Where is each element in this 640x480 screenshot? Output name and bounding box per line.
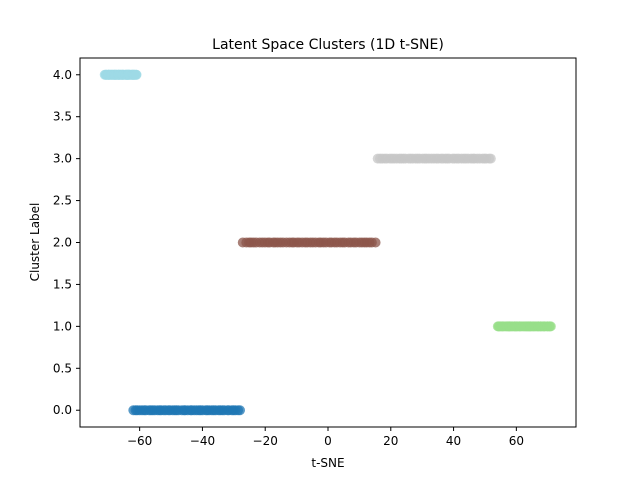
x-tick-label: 20: [383, 434, 398, 448]
scatter-points: [99, 69, 556, 416]
x-axis-label: t-SNE: [311, 456, 344, 470]
cluster-4-point: [131, 69, 142, 80]
cluster-0-point: [234, 405, 245, 416]
x-tick-label: 40: [446, 434, 461, 448]
y-tick-label: 1.5: [53, 277, 72, 291]
y-tick-label: 4.0: [53, 68, 72, 82]
x-tick-label: 60: [509, 434, 524, 448]
cluster-1-point: [545, 321, 556, 332]
x-tick-label: 0: [324, 434, 332, 448]
x-tick-label: −60: [127, 434, 152, 448]
y-tick-label: 2.0: [53, 236, 72, 250]
y-tick-label: 3.0: [53, 152, 72, 166]
x-tick-label: −20: [253, 434, 278, 448]
y-tick-label: 2.5: [53, 194, 72, 208]
cluster-2-point: [370, 237, 381, 248]
y-tick-label: 0.0: [53, 403, 72, 417]
x-axis-ticks: −60 −40 −20 0 20 40 60: [127, 427, 524, 448]
x-tick-label: −40: [190, 434, 215, 448]
y-tick-label: 3.5: [53, 110, 72, 124]
y-tick-label: 0.5: [53, 361, 72, 375]
y-axis-ticks: 0.0 0.5 1.0 1.5 2.0 2.5 3.0 3.5 4.0: [53, 68, 80, 417]
cluster-3-point: [485, 153, 496, 164]
y-tick-label: 1.0: [53, 319, 72, 333]
chart-title: Latent Space Clusters (1D t-SNE): [212, 37, 444, 53]
y-axis-label: Cluster Label: [28, 203, 42, 282]
